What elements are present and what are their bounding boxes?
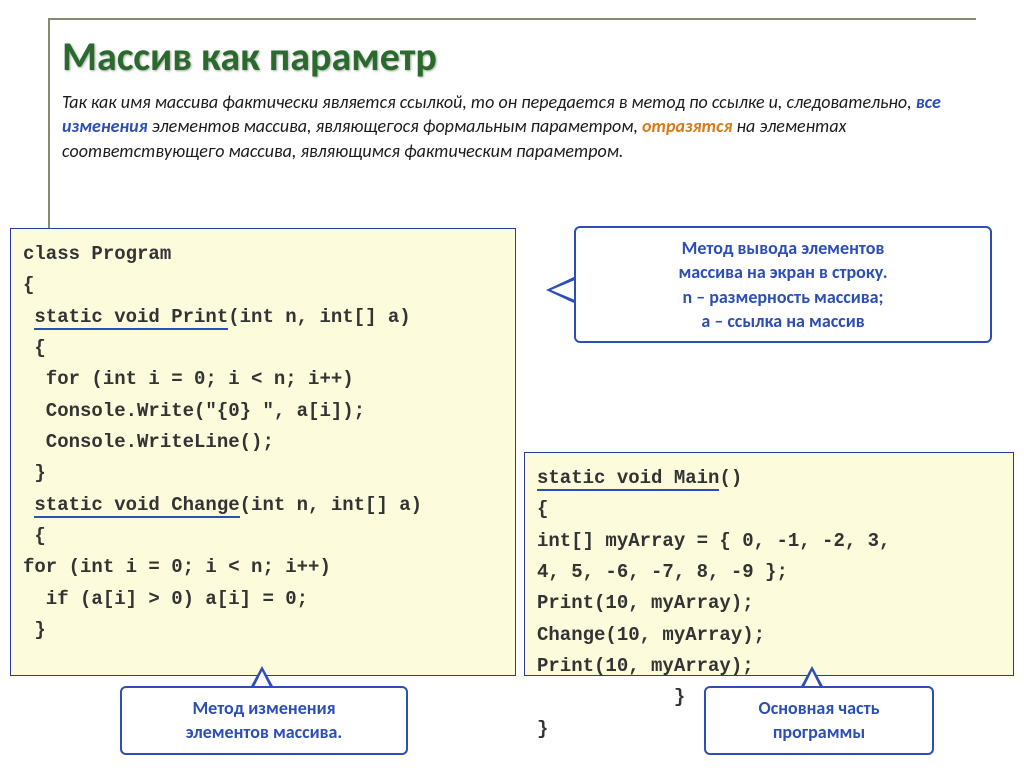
code-line: (int n, int[] a)	[228, 306, 410, 328]
code-line: for (int i = 0; i < n; i++)	[23, 368, 354, 390]
code-line: for (int i = 0; i < n; i++)	[23, 556, 331, 578]
callout-line: n – размерность массива;	[590, 285, 976, 309]
callout-tail-bottom-left	[250, 666, 274, 688]
code-line: Console.Write("{0} ", a[i]);	[23, 400, 365, 422]
code-line: }	[537, 718, 548, 740]
callout-line: элементов массива.	[136, 720, 392, 744]
code-line: {	[23, 274, 34, 296]
code-line: }	[537, 686, 685, 708]
callout-line: Метод вывода элементов	[590, 236, 976, 260]
code-line: {	[23, 337, 46, 359]
code-block-class: class Program { static void Print(int n,…	[10, 228, 516, 676]
intro-text: Так как имя массива фактически является …	[62, 90, 972, 163]
callout-line: Основная часть	[720, 696, 918, 720]
code-line: Print(10, myArray);	[537, 655, 754, 677]
code-line: 4, 5, -6, -7, 8, -9 };	[537, 561, 788, 583]
code-method-change: static void Change	[34, 494, 239, 518]
slide: Массив как параметр Так как имя массива …	[0, 0, 1024, 768]
code-line: Print(10, myArray);	[537, 592, 754, 614]
code-line: ()	[719, 467, 742, 489]
code-method-main: static void Main	[537, 467, 719, 491]
intro-p2: элементов массива, являющегося формальны…	[148, 115, 642, 137]
intro-p1: Так как имя массива фактически является …	[62, 91, 916, 113]
frame-top	[48, 18, 976, 20]
code-line: }	[23, 619, 46, 641]
code-method-print: static void Print	[34, 306, 228, 330]
code-line: if (a[i] > 0) a[i] = 0;	[23, 588, 308, 610]
code-line: {	[23, 525, 46, 547]
code-line: Change(10, myArray);	[537, 624, 765, 646]
callout-line: a – ссылка на массив	[590, 309, 976, 333]
code-line: Console.WriteLine();	[23, 431, 274, 453]
intro-highlight-orange: отразятся	[642, 115, 732, 137]
code-line	[23, 306, 34, 328]
code-line: class Program	[23, 243, 171, 265]
callout-tail-top-right	[546, 276, 576, 304]
callout-tail-bottom-right	[800, 666, 824, 688]
code-line: {	[537, 498, 548, 520]
callout-line: программы	[720, 720, 918, 744]
code-line	[23, 494, 34, 516]
code-line: int[] myArray = { 0, -1, -2, 3,	[537, 530, 890, 552]
slide-title: Массив как параметр	[62, 32, 437, 81]
code-line: (int n, int[] a)	[240, 494, 422, 516]
callout-line: массива на экран в строку.	[590, 260, 976, 284]
callout-main-program: Основная часть программы	[704, 686, 934, 755]
callout-line: Метод изменения	[136, 696, 392, 720]
frame-left	[48, 18, 50, 228]
callout-print-method: Метод вывода элементов массива на экран …	[574, 226, 992, 343]
code-block-main: static void Main() { int[] myArray = { 0…	[524, 452, 1014, 676]
callout-change-method: Метод изменения элементов массива.	[120, 686, 408, 755]
code-line: }	[23, 462, 46, 484]
